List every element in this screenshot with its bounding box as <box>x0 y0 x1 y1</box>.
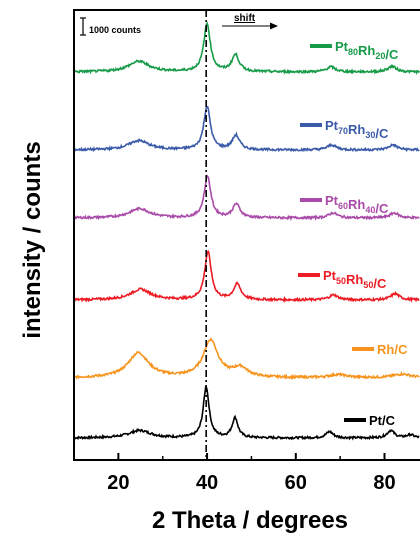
series-line-4 <box>73 174 420 222</box>
series-line-6 <box>73 21 420 76</box>
series-line-3 <box>73 250 420 304</box>
series-line-1 <box>73 385 420 441</box>
series-line-2 <box>73 337 420 381</box>
shift-label: shift <box>234 13 256 24</box>
shift-annotation: shift <box>222 13 278 30</box>
plot-frame <box>73 9 420 461</box>
shift-arrow-head <box>270 22 278 30</box>
series-label-6: Pt80Rh20/C <box>335 39 399 62</box>
x-tick-label-80: 80 <box>373 472 395 494</box>
y-axis-label: intensity / counts <box>19 141 46 338</box>
x-axis: 20 40 60 80 <box>73 453 396 494</box>
series-label-4: Pt60Rh40/C <box>325 193 389 216</box>
series-label-2: Rh/C <box>377 342 408 357</box>
series-label-5: Pt70Rh30/C <box>325 118 389 141</box>
series-label-3: Pt50Rh50/C <box>323 268 387 291</box>
x-tick-label-40: 40 <box>196 472 218 494</box>
x-axis-label: 2 Theta / degrees <box>152 507 348 534</box>
scale-bar: 1000 counts <box>80 17 141 36</box>
series-labels: Pt/C Rh/C Pt50Rh50/C Pt60Rh40/C Pt70Rh30/C Pt… <box>298 39 408 428</box>
x-tick-label-20: 20 <box>107 472 129 494</box>
series-layer <box>73 21 420 441</box>
series-line-5 <box>73 105 420 153</box>
series-label-1: Pt/C <box>369 413 396 428</box>
x-tick-label-60: 60 <box>285 472 307 494</box>
scale-bar-label: 1000 counts <box>89 25 141 35</box>
